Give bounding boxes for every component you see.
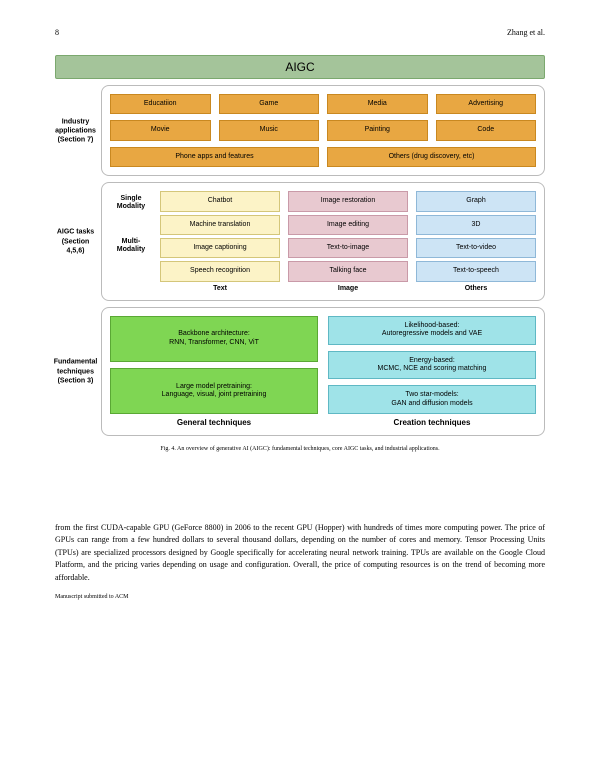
industry-item: Movie bbox=[110, 120, 211, 140]
industry-item: Phone apps and features bbox=[110, 147, 319, 167]
multi-modality-label: Multi-Modality bbox=[110, 238, 152, 255]
task-item: Chatbot bbox=[160, 191, 280, 211]
figure-caption: Fig. 4. An overview of generative AI (AI… bbox=[55, 446, 545, 452]
fundamental-section: Fundamental techniques (Section 3) Backb… bbox=[101, 307, 545, 436]
page-authors: Zhang et al. bbox=[507, 28, 545, 37]
industry-item: Painting bbox=[327, 120, 428, 140]
task-item: Image editing bbox=[288, 215, 408, 235]
page-header: 8 Zhang et al. bbox=[0, 0, 600, 37]
page-number: 8 bbox=[55, 28, 59, 37]
industry-item: Music bbox=[219, 120, 320, 140]
task-item: Speech recognition bbox=[160, 261, 280, 281]
figure-title: AIGC bbox=[55, 55, 545, 79]
body-paragraph: from the first CUDA-capable GPU (GeForce… bbox=[55, 522, 545, 584]
task-item: Text-to-video bbox=[416, 238, 536, 258]
industry-item: Game bbox=[219, 94, 320, 114]
footer-note: Manuscript submitted to ACM bbox=[55, 594, 545, 600]
figure-4: AIGC Industry applications (Section 7) E… bbox=[55, 55, 545, 452]
task-item: Graph bbox=[416, 191, 536, 211]
task-item: Text-to-speech bbox=[416, 261, 536, 281]
task-item: Machine translation bbox=[160, 215, 280, 235]
general-item: Large model pretraining: Language, visua… bbox=[110, 368, 318, 414]
tasks-section: AIGC tasks (Section 4,5,6) Single Modali… bbox=[101, 182, 545, 301]
creation-item: Energy-based: MCMC, NCE and scoring matc… bbox=[328, 351, 536, 380]
creation-techniques-column: Likelihood-based: Autoregressive models … bbox=[328, 316, 536, 414]
industry-item: Others (drug discovery, etc) bbox=[327, 147, 536, 167]
task-item: 3D bbox=[416, 215, 536, 235]
single-modality-label: Single Modality bbox=[110, 195, 152, 212]
creation-caption: Creation techniques bbox=[328, 418, 536, 427]
industry-item: Advertising bbox=[436, 94, 537, 114]
task-col-header: Text bbox=[160, 285, 280, 292]
tasks-label: AIGC tasks (Section 4,5,6) bbox=[53, 228, 98, 255]
general-caption: General techniques bbox=[110, 418, 318, 427]
task-col-header: Image bbox=[288, 285, 408, 292]
industry-item: Educatiion bbox=[110, 94, 211, 114]
industry-item: Code bbox=[436, 120, 537, 140]
task-item: Image restoration bbox=[288, 191, 408, 211]
creation-item: Two star-models: GAN and diffusion model… bbox=[328, 385, 536, 414]
general-techniques-column: Backbone architecture: RNN, Transformer,… bbox=[110, 316, 318, 414]
industry-item: Media bbox=[327, 94, 428, 114]
task-item: Talking face bbox=[288, 261, 408, 281]
industry-section: Industry applications (Section 7) Educat… bbox=[101, 85, 545, 176]
task-item: Image captioning bbox=[160, 238, 280, 258]
fundamental-label: Fundamental techniques (Section 3) bbox=[53, 358, 98, 385]
creation-item: Likelihood-based: Autoregressive models … bbox=[328, 316, 536, 345]
task-item: Text-to-image bbox=[288, 238, 408, 258]
general-item: Backbone architecture: RNN, Transformer,… bbox=[110, 316, 318, 362]
task-col-header: Others bbox=[416, 285, 536, 292]
industry-label: Industry applications (Section 7) bbox=[53, 117, 98, 144]
